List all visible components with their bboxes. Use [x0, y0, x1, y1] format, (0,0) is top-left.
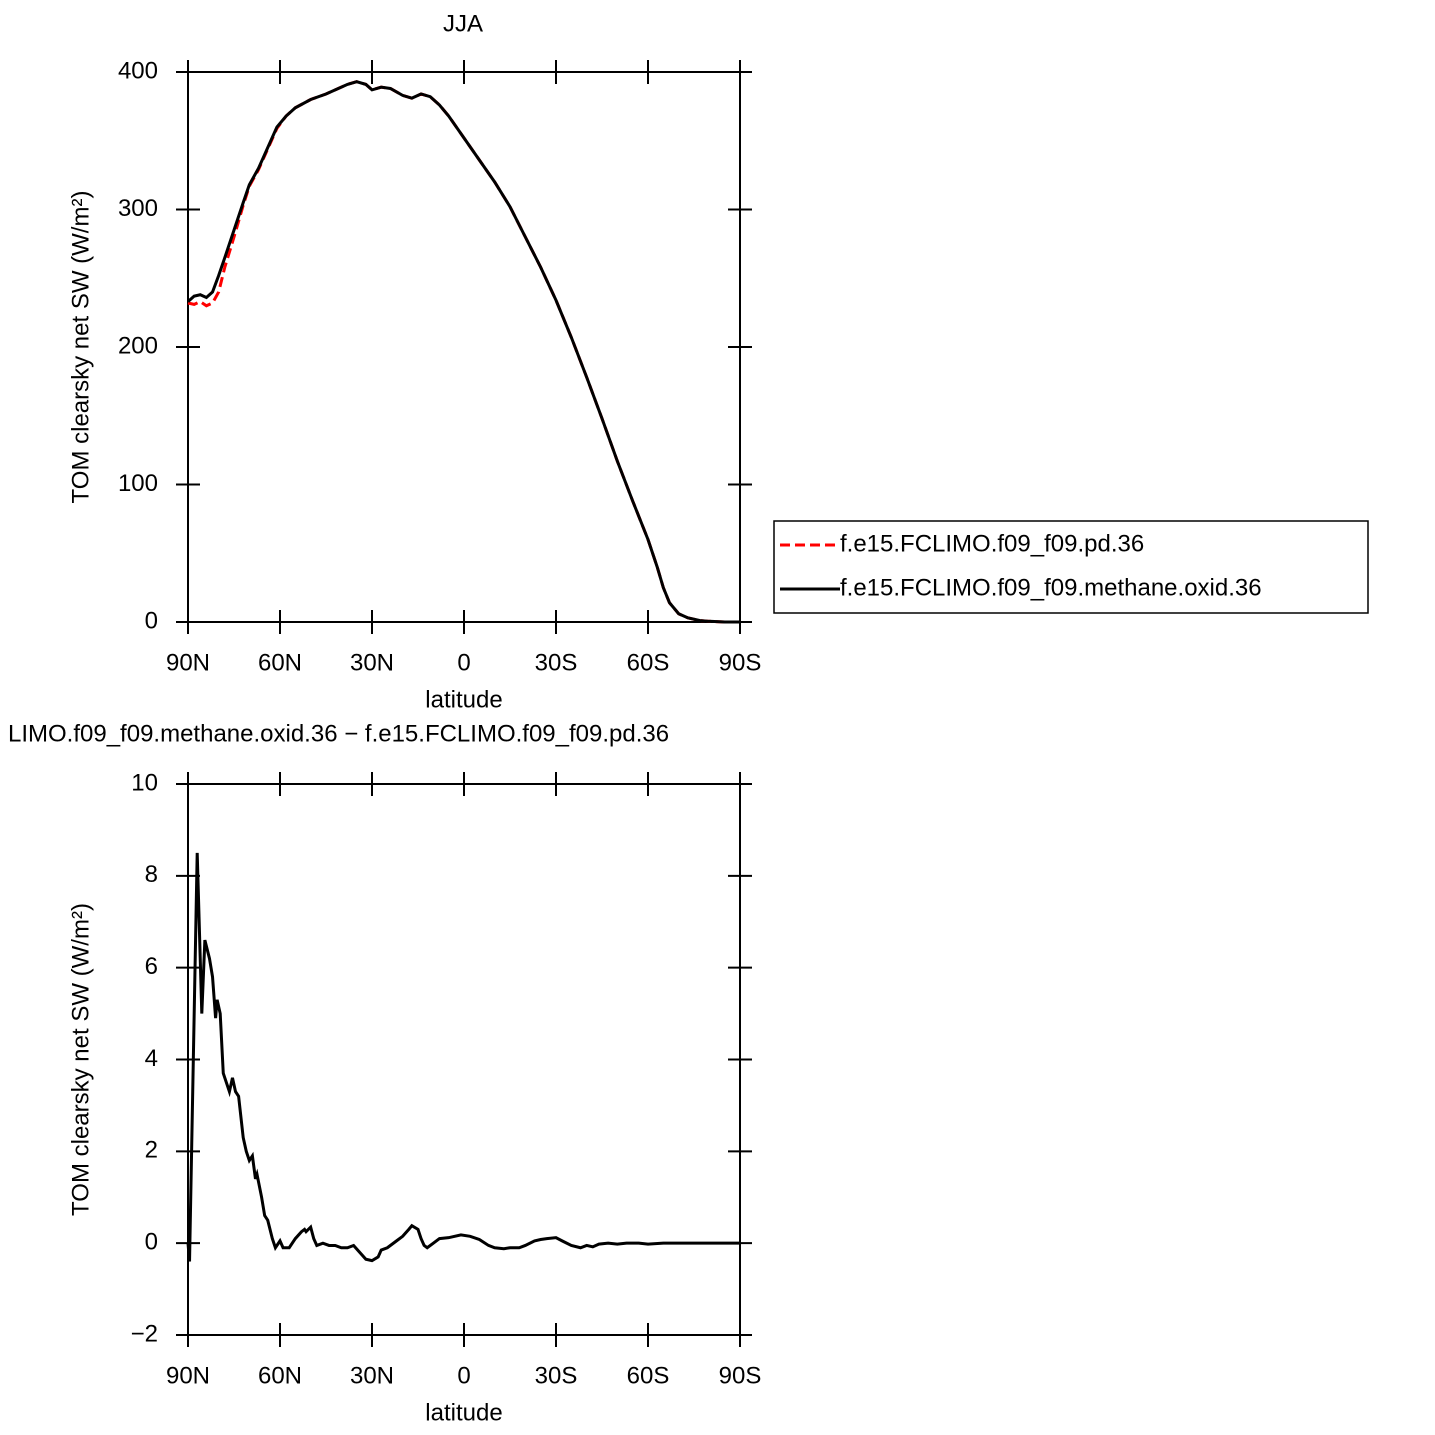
- plot-frame: [187, 783, 741, 1336]
- y-tick-label: 6: [145, 953, 158, 980]
- plot-frame: [187, 71, 741, 623]
- data-line: [186, 80, 740, 624]
- x-tick-label: 30S: [535, 649, 578, 676]
- y-tick-label: 200: [118, 332, 158, 359]
- data-line: [187, 80, 740, 624]
- legend-label: f.e15.FCLIMO.f09_f09.methane.oxid.36: [840, 574, 1262, 601]
- x-tick-label: 90S: [719, 1362, 762, 1389]
- y-tick-label: 0: [145, 1229, 158, 1256]
- y-tick-label: 2: [145, 1137, 158, 1164]
- y-tick-label: 300: [118, 195, 158, 222]
- y-tick-label: 400: [118, 57, 158, 84]
- y-tick-label: 10: [131, 769, 158, 796]
- x-tick-label: 90N: [166, 649, 210, 676]
- x-tick-label: 60S: [627, 649, 670, 676]
- data-line: [186, 852, 740, 1263]
- x-tick-label: 30S: [535, 1362, 578, 1389]
- x-tick-label: 90N: [166, 1362, 210, 1389]
- legend-label: f.e15.FCLIMO.f09_f09.pd.36: [840, 530, 1144, 557]
- legend-box: [773, 520, 1369, 614]
- x-tick-label: 60N: [258, 1362, 302, 1389]
- y-tick-label: 4: [145, 1045, 158, 1072]
- x-tick-label: 0: [457, 649, 470, 676]
- x-axis-label: latitude: [425, 1399, 502, 1426]
- x-tick-label: 30N: [350, 649, 394, 676]
- x-tick-label: 30N: [350, 1362, 394, 1389]
- x-tick-label: 60N: [258, 649, 302, 676]
- x-tick-label: 60S: [627, 1362, 670, 1389]
- y-axis-label: TOM clearsky net SW (W/m²): [67, 903, 94, 1216]
- y-tick-label: 8: [145, 861, 158, 888]
- y-axis-label: TOM clearsky net SW (W/m²): [67, 191, 94, 504]
- x-tick-label: 0: [457, 1362, 470, 1389]
- x-axis-label: latitude: [425, 686, 502, 713]
- x-tick-label: 90S: [719, 649, 762, 676]
- y-tick-label: 100: [118, 470, 158, 497]
- y-tick-label: 0: [145, 607, 158, 634]
- y-tick-label: −2: [131, 1320, 158, 1347]
- chart-title: JJA: [443, 10, 483, 37]
- chart-title: LIMO.f09_f09.methane.oxid.36 − f.e15.FCL…: [8, 720, 669, 747]
